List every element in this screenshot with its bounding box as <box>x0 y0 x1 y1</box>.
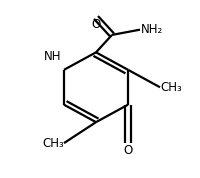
Text: CH₃: CH₃ <box>160 81 182 94</box>
Text: NH: NH <box>44 50 62 63</box>
Text: NH₂: NH₂ <box>140 23 163 36</box>
Text: O: O <box>123 144 133 157</box>
Text: O: O <box>91 18 101 31</box>
Text: CH₃: CH₃ <box>42 137 64 150</box>
